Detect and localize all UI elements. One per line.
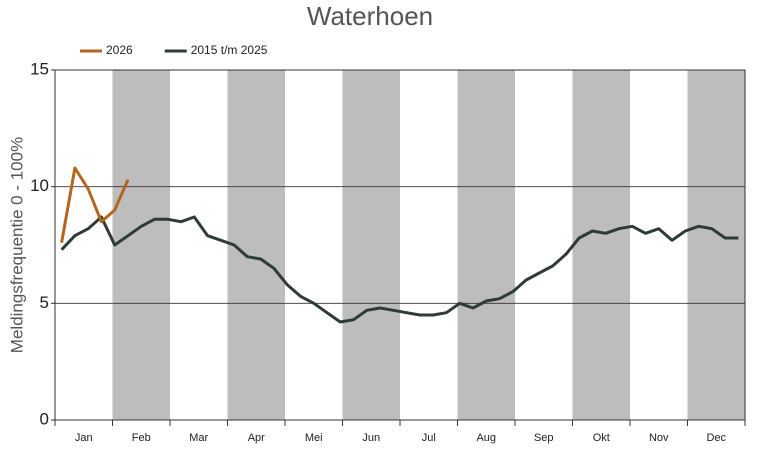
x-tick-label: Jun (362, 432, 380, 444)
month-band (342, 70, 400, 420)
x-tick-label: Dec (706, 432, 726, 444)
x-tick-label: Nov (649, 432, 669, 444)
x-tick-label: Mar (189, 432, 208, 444)
x-tick-label: Sep (534, 432, 554, 444)
y-tick-label: 15 (30, 59, 49, 78)
line-series (60, 166, 130, 243)
month-band (687, 70, 745, 420)
x-tick-label: Jul (422, 432, 436, 444)
x-tick-label: Jan (75, 432, 93, 444)
x-tick-label: Apr (248, 432, 265, 444)
legend-label: 2026 (106, 43, 133, 57)
x-tick-label: Aug (476, 432, 496, 444)
legend-label: 2015 t/m 2025 (191, 43, 268, 57)
month-band (572, 70, 630, 420)
y-tick-label: 0 (40, 409, 49, 428)
line-series (60, 215, 739, 324)
y-axis-label: Meldingsfrequentie 0 - 100% (7, 137, 26, 353)
x-tick-label: Mei (305, 432, 323, 444)
y-tick-label: 10 (30, 176, 49, 195)
x-tick-label: Okt (593, 432, 610, 444)
y-tick-label: 5 (40, 293, 49, 312)
chart-title: Waterhoen (307, 1, 433, 31)
plot-frame (54, 69, 746, 421)
month-band (112, 70, 170, 420)
month-band (457, 70, 515, 420)
x-tick-label: Feb (132, 432, 151, 444)
month-band (227, 70, 285, 420)
